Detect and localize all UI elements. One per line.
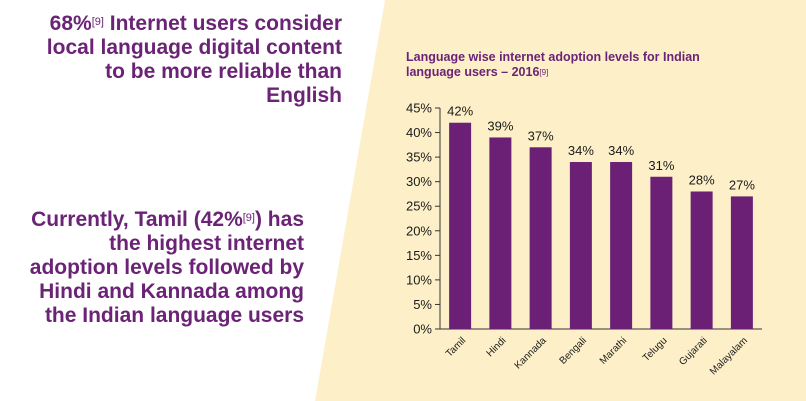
category-label: Tamil	[444, 335, 468, 359]
data-label: 39%	[487, 118, 513, 133]
category-label: Marathi	[598, 335, 629, 366]
bar	[489, 137, 512, 329]
bar	[730, 196, 753, 329]
y-tick-label: 25%	[406, 199, 432, 214]
bar	[529, 147, 552, 329]
callout-stat-value: 68%	[49, 12, 92, 35]
data-label: 34%	[608, 143, 634, 158]
callout-text: Internet users consider local language d…	[46, 12, 342, 107]
category-label: Bengali	[558, 335, 589, 366]
y-tick-label: 5%	[413, 297, 432, 312]
bar	[690, 191, 713, 329]
category-label: Telugu	[641, 335, 670, 364]
callout-reliability-stat: 68%[9] Internet users consider local lan…	[40, 12, 342, 108]
bar	[449, 122, 472, 329]
data-label: 42%	[447, 104, 473, 119]
data-label: 31%	[648, 158, 674, 173]
background-panel-shape	[315, 0, 806, 401]
callout-text-start: Currently, Tamil (42%	[31, 208, 243, 231]
y-axis-ticks: 0% 5% 10% 15% 20% 25% 30% 35% 40% 45%	[406, 101, 440, 337]
chart-title-reference: [9]	[539, 68, 549, 77]
y-tick-label: 45%	[406, 101, 432, 116]
data-label: 27%	[729, 177, 755, 192]
bar	[610, 162, 633, 329]
chart-title-text: Language wise internet adoption levels f…	[406, 50, 700, 79]
y-tick-label: 15%	[406, 248, 432, 263]
callout-tamil-highlight: Currently, Tamil (42%[9]) has the highes…	[28, 208, 304, 328]
category-label: Malayalam	[708, 335, 750, 377]
category-label: Gujarati	[677, 335, 710, 368]
category-label: Kannada	[513, 335, 549, 371]
y-tick-label: 30%	[406, 174, 432, 189]
chart-title: Language wise internet adoption levels f…	[406, 50, 736, 80]
y-tick-label: 35%	[406, 150, 432, 165]
callout-reference: [9]	[242, 212, 255, 224]
category-labels: Tamil Hindi Kannada Bengali Marathi Telugu Guj…	[444, 335, 750, 377]
data-label: 34%	[568, 143, 594, 158]
category-label: Hindi	[485, 335, 509, 359]
y-tick-label: 40%	[406, 125, 432, 140]
data-label: 28%	[689, 172, 715, 187]
bar	[569, 162, 592, 329]
y-tick-label: 10%	[406, 272, 432, 287]
bar-series	[449, 122, 753, 329]
data-labels: 42% 39% 37% 34% 34% 31% 28% 27%	[447, 104, 755, 193]
y-tick-label: 20%	[406, 223, 432, 238]
bar	[650, 176, 673, 329]
callout-text-end: ) has the highest internet adoption leve…	[29, 208, 304, 327]
y-tick-label: 0%	[413, 322, 432, 337]
callout-reference: [9]	[91, 16, 104, 28]
data-label: 37%	[528, 128, 554, 143]
